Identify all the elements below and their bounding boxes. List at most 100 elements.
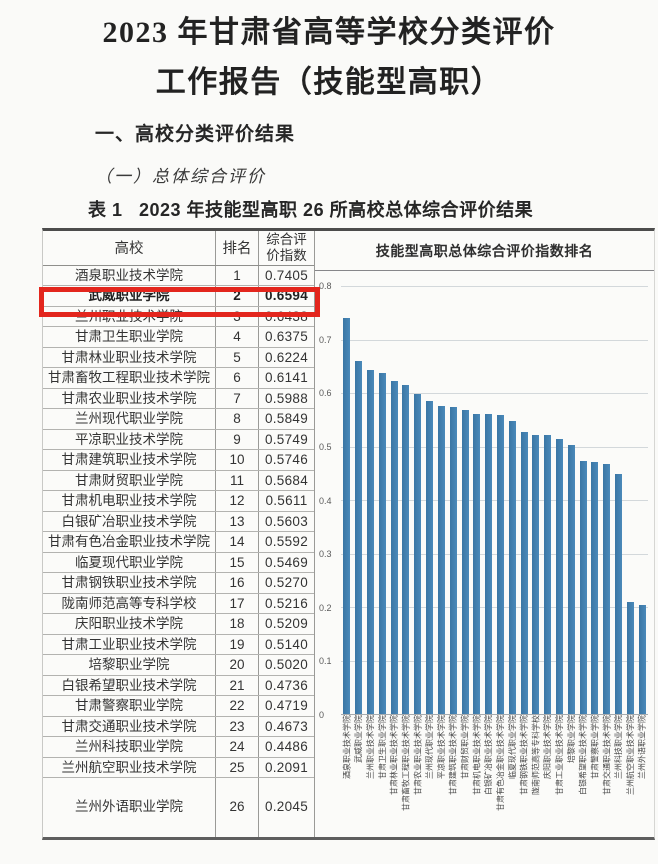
table-row: 甘肃交通职业技术学院 23 0.4673 [43, 716, 314, 737]
table-row: 兰州现代职业学院 8 0.5849 [43, 409, 314, 430]
index-value-cell: 0.7405 [264, 267, 309, 283]
college-name-cell: 甘肃有色冶金职业技术学院 [43, 532, 216, 552]
bar-slot [424, 286, 436, 714]
index-value-cell: 0.6224 [264, 349, 309, 365]
bar-slot [601, 286, 613, 714]
table-row: 甘肃财贸职业学院 11 0.5684 [43, 470, 314, 491]
college-name-cell: 临夏现代职业学院 [43, 552, 216, 572]
rank-cell: 11 [216, 470, 259, 490]
bar-slot [353, 286, 365, 714]
college-name-cell: 陇南师范高等专科学校 [43, 593, 216, 613]
bar [378, 372, 386, 714]
y-tick-label: 0.6 [319, 388, 332, 399]
college-name-cell: 甘肃工业职业技术学院 [43, 634, 216, 654]
report-title-line1: 2023 年甘肃省高等学校分类评价 [102, 16, 556, 49]
table-row: 甘肃畜牧工程职业技术学院 6 0.6141 [43, 368, 314, 389]
college-name-cell: 白银矿冶职业技术学院 [43, 511, 216, 531]
x-tick-label: 甘肃林业职业技术学院 [389, 715, 399, 795]
bar-slot [436, 286, 448, 714]
bar [402, 385, 410, 714]
x-tick-label: 兰州职业技术学院 [366, 715, 376, 779]
bar-slot [495, 286, 507, 714]
table-row: 兰州外语职业学院 26 0.2045 [43, 778, 314, 837]
bar [638, 604, 646, 714]
x-tick-label: 甘肃钢铁职业技术学院 [519, 715, 529, 795]
rank-cell: 1 [216, 265, 259, 285]
ranking-table: 高校 排名 综合评 价指数 酒泉职业技术学院 1 0.7405 武威职业学院 2 0.65… [43, 231, 314, 837]
index-value-cell: 0.5216 [264, 595, 309, 611]
y-axis-labels: 0 0.1 0.2 0.3 0.4 0.5 0.6 0.7 0.8 [319, 281, 337, 720]
bar [532, 434, 540, 714]
y-tick-label: 0.8 [319, 281, 332, 291]
rank-cell: 19 [216, 634, 259, 654]
table-row: 甘肃工业职业技术学院 19 0.5140 [43, 634, 314, 655]
table-row: 兰州科技职业学院 24 0.4486 [43, 737, 314, 758]
gridline [341, 446, 648, 448]
college-name-cell: 甘肃交通职业技术学院 [43, 716, 216, 736]
college-name-cell: 兰州职业技术学院 [43, 306, 216, 326]
y-tick-label: 0.5 [319, 441, 332, 452]
x-tick-label: 甘肃建筑职业技术学院 [448, 715, 458, 795]
bar [461, 409, 469, 714]
rank-cell: 26 [216, 778, 259, 837]
bar [579, 460, 587, 714]
x-tick-label: 甘肃工业职业技术学院 [555, 715, 565, 795]
table-header-row: 高校 排名 综合评 价指数 [43, 231, 314, 266]
y-tick-label: 0.1 [319, 656, 332, 667]
index-value-cell: 0.5020 [264, 657, 309, 672]
index-value-cell: 0.5746 [264, 452, 309, 467]
table-row: 甘肃机电职业技术学院 12 0.5611 [43, 491, 314, 512]
college-name-cell: 庆阳职业技术学院 [43, 614, 216, 634]
bar-slot [341, 286, 353, 714]
table-row: 平凉职业技术学院 9 0.5749 [43, 429, 314, 450]
y-tick-label: 0 [319, 710, 325, 720]
bar-slot [447, 286, 459, 714]
header-index-line1: 综合评 [266, 231, 307, 247]
index-value-cell: 0.6141 [264, 370, 309, 385]
bar-slot [589, 286, 601, 714]
rank-cell: 21 [216, 675, 259, 695]
header-rank: 排名 [216, 231, 259, 265]
rank-cell: 8 [216, 409, 259, 429]
bar-slot [542, 286, 554, 714]
rank-cell: 22 [216, 696, 259, 716]
bar [437, 406, 445, 714]
chart-column: 技能型高职总体综合评价指数排名 0 0.1 0.2 0.3 0.4 0.5 0.6 0.7 0.… [314, 231, 654, 837]
x-tick-label: 兰州航空职业技术学院 [625, 715, 635, 795]
x-tick-label: 甘肃交通职业技术学院 [602, 715, 612, 795]
bar-slot [459, 286, 471, 714]
bar-chart: 0 0.1 0.2 0.3 0.4 0.5 0.6 0.7 0.8 酒泉职业技术学院 武威职业学院… [315, 271, 654, 837]
x-tick-label: 甘肃有色冶金职业技术学院 [495, 715, 505, 811]
rank-cell: 3 [216, 306, 259, 326]
table-row: 陇南师范高等专科学校 17 0.5216 [43, 593, 314, 614]
index-value-cell: 0.5270 [264, 575, 309, 590]
table-row: 甘肃卫生职业学院 4 0.6375 [43, 327, 314, 348]
bar [626, 602, 634, 714]
table-row: 临夏现代职业学院 15 0.5469 [43, 552, 314, 573]
gridline [341, 660, 648, 662]
index-value-cell: 0.5603 [264, 513, 309, 529]
x-tick-label: 白银希望职业技术学院 [578, 715, 588, 795]
header-index-line2: 价指数 [266, 247, 307, 263]
x-tick-label: 甘肃畜牧工程职业技术学院 [401, 715, 411, 811]
y-tick-label: 0.4 [319, 495, 332, 506]
bar-slot [471, 286, 483, 714]
index-value-cell: 0.6594 [264, 288, 309, 303]
bar [591, 461, 599, 714]
table-row: 兰州航空职业技术学院 25 0.2091 [43, 757, 314, 778]
college-name-cell: 武威职业学院 [43, 286, 216, 306]
college-name-cell: 甘肃警察职业学院 [43, 696, 216, 716]
x-tick-label: 酒泉职业技术学院 [342, 715, 352, 779]
bar-slot [376, 286, 388, 714]
bar [496, 414, 504, 714]
rank-cell: 24 [216, 737, 259, 757]
index-value-cell: 0.5988 [264, 390, 309, 406]
table-row: 酒泉职业技术学院 1 0.7405 [43, 265, 314, 286]
table-row: 兰州职业技术学院 3 0.6438 [43, 306, 314, 327]
bar-slot [577, 286, 589, 714]
bar [367, 369, 375, 714]
bar-slot [530, 286, 542, 714]
bar [390, 381, 398, 714]
rank-cell: 5 [216, 347, 259, 367]
bar [615, 474, 623, 714]
